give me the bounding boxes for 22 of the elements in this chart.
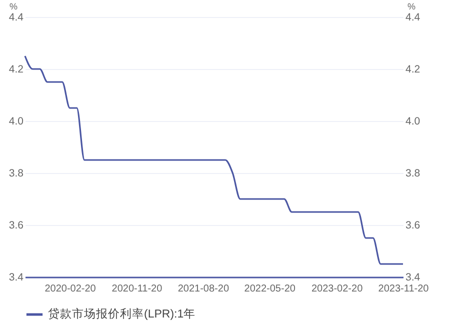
y-tick-label: 4.0 bbox=[8, 116, 24, 128]
y-tick-label: 3.8 bbox=[8, 168, 24, 180]
y2-tick-label: 4.2 bbox=[406, 64, 420, 76]
x-tick-label: 2021-08-20 bbox=[178, 284, 230, 294]
y2-axis-title: % bbox=[407, 2, 416, 12]
x-tick-label: 2022-05-20 bbox=[244, 284, 296, 294]
y-axis-title: % bbox=[9, 2, 18, 12]
line-series bbox=[24, 55, 404, 265]
x-tick-label: 2023-11-20 bbox=[378, 284, 430, 294]
y2-tick-label: 3.8 bbox=[406, 168, 420, 180]
x-tick-label: 2023-02-20 bbox=[311, 284, 364, 294]
legend-label: 贷款市场报价利率(LPR):1年 bbox=[48, 306, 196, 320]
y2-tick-label: 4.0 bbox=[406, 116, 420, 128]
y2-tick-label: 3.4 bbox=[406, 272, 420, 284]
y-tick-label: 4.2 bbox=[8, 64, 24, 76]
y-tick-label: 3.6 bbox=[8, 220, 24, 232]
y-tick-label: 3.4 bbox=[8, 272, 24, 284]
x-tick-label: 2020-11-20 bbox=[112, 284, 163, 294]
x-tick-label: 2020-02-20 bbox=[44, 284, 96, 294]
y-tick-label: 4.4 bbox=[8, 12, 24, 24]
y2-tick-label: 3.6 bbox=[406, 220, 420, 232]
y2-tick-label: 4.4 bbox=[406, 12, 420, 24]
